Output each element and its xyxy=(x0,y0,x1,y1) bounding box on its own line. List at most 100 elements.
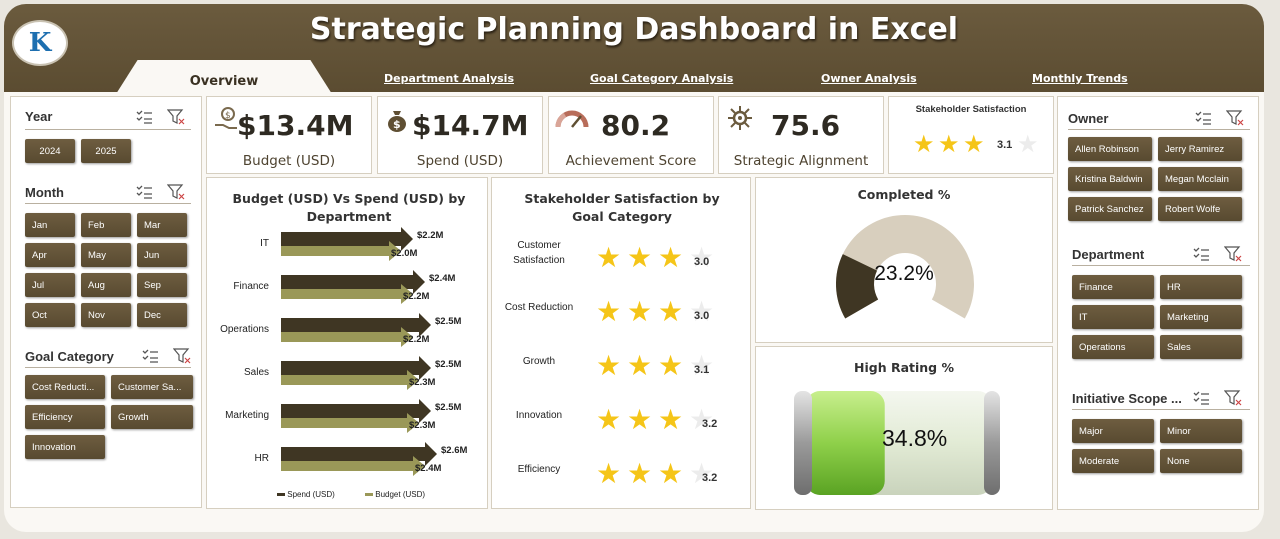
star-icon: ★ xyxy=(596,296,622,327)
data-label: $2.6M xyxy=(441,445,468,456)
tab-department-analysis[interactable]: Department Analysis xyxy=(384,72,514,85)
slicer-item-major[interactable]: Major xyxy=(1072,419,1154,443)
slicer-item-robert-wolfe[interactable]: Robert Wolfe xyxy=(1158,197,1242,221)
slicer-item-kristina-baldwin[interactable]: Kristina Baldwin xyxy=(1068,167,1152,191)
clear-filter-icon[interactable] xyxy=(1224,246,1242,262)
target-gear-icon xyxy=(728,106,752,130)
battery-fill xyxy=(806,391,885,495)
tab-overview[interactable]: Overview xyxy=(116,60,332,94)
star-icon: ★ xyxy=(658,296,684,327)
multi-select-icon[interactable] xyxy=(1192,390,1210,406)
spend-bar xyxy=(281,313,431,337)
year-slicer-title: Year xyxy=(25,109,53,124)
multi-select-icon[interactable] xyxy=(141,348,159,364)
chart-title: Stakeholder Satisfaction by Goal Categor… xyxy=(524,191,720,224)
slicer-item-innovation[interactable]: Innovation xyxy=(25,435,105,459)
slicer-item-customer-satisfaction[interactable]: Customer Sa... xyxy=(111,375,193,399)
legend-budget-label: Budget (USD) xyxy=(375,490,426,499)
slicer-item-jan[interactable]: Jan xyxy=(25,213,75,237)
tab-monthly-trends[interactable]: Monthly Trends xyxy=(1032,72,1128,85)
budget-bar xyxy=(281,370,419,390)
slicer-item-apr[interactable]: Apr xyxy=(25,243,75,267)
slicer-item-allen-robinson[interactable]: Allen Robinson xyxy=(1068,137,1152,161)
spend-bar xyxy=(281,227,413,251)
slicer-item-growth[interactable]: Growth xyxy=(111,405,193,429)
multi-select-icon[interactable] xyxy=(1194,110,1212,126)
clear-filter-icon[interactable] xyxy=(1224,390,1242,406)
budget-bar xyxy=(281,413,419,433)
star-icon: ★ xyxy=(596,458,622,489)
star-icon: ★ xyxy=(596,242,622,273)
slicer-item-sales[interactable]: Sales xyxy=(1160,335,1242,359)
multi-select-icon[interactable] xyxy=(135,184,153,200)
star-icon: ★ xyxy=(627,350,653,381)
chart-title: Completed % xyxy=(857,187,951,202)
kpi-spend-label: Spend (USD) xyxy=(416,153,504,169)
slicer-item-dec[interactable]: Dec xyxy=(137,303,187,327)
money-bag-hand-icon: $ xyxy=(215,107,237,129)
data-label: $2.5M xyxy=(435,359,462,370)
kpi-card-achievement: 80.2 Achievement Score xyxy=(548,96,714,174)
dollar-bag-icon: $ xyxy=(388,111,406,132)
slicer-item-mar[interactable]: Mar xyxy=(137,213,187,237)
rating-value: 3.2 xyxy=(702,472,718,484)
slicer-item-operations[interactable]: Operations xyxy=(1072,335,1154,359)
slicer-item-oct[interactable]: Oct xyxy=(25,303,75,327)
slicer-item-feb[interactable]: Feb xyxy=(81,213,131,237)
completed-percent-value: 23.2% xyxy=(874,262,934,285)
slicer-item-cost-reduction[interactable]: Cost Reducti... xyxy=(25,375,105,399)
spend-bar xyxy=(281,442,437,466)
slicer-item-2025[interactable]: 2025 xyxy=(81,139,131,163)
data-label: $2.5M xyxy=(435,316,462,327)
left-slicer-panel: Year 2024 2025 Month Jan Feb Mar Apr May Jun J… xyxy=(10,96,202,508)
star-icon: ★ xyxy=(658,458,684,489)
clear-filter-icon[interactable] xyxy=(173,348,191,364)
multi-select-icon[interactable] xyxy=(1192,246,1210,262)
star-icon: ★ xyxy=(627,404,653,435)
category-label: IT xyxy=(260,238,269,249)
slicer-item-may[interactable]: May xyxy=(81,243,131,267)
category-label: Marketing xyxy=(225,410,269,421)
slicer-item-none[interactable]: None xyxy=(1160,449,1242,473)
multi-select-icon[interactable] xyxy=(135,109,153,125)
slicer-item-efficiency[interactable]: Efficiency xyxy=(25,405,105,429)
kpi-card-satisfaction: Stakeholder Satisfaction ★ ★ ★ 3.1 ★ xyxy=(888,96,1054,174)
data-label: $2.3M xyxy=(409,420,436,431)
slicer-item-aug[interactable]: Aug xyxy=(81,273,131,297)
kpi-alignment-label: Strategic Alignment xyxy=(733,153,869,169)
slicer-item-nov[interactable]: Nov xyxy=(81,303,131,327)
slicer-divider xyxy=(25,129,191,130)
data-label: $2.4M xyxy=(415,463,442,474)
company-logo: K xyxy=(12,20,68,66)
slicer-item-jerry-ramirez[interactable]: Jerry Ramirez xyxy=(1158,137,1242,161)
slicer-item-hr[interactable]: HR xyxy=(1160,275,1242,299)
star-empty-icon: ★ xyxy=(689,458,715,489)
battery-right-cap xyxy=(984,391,1000,495)
legend-spend: Spend (USD) xyxy=(277,490,335,499)
category-label: Customer Satisfaction xyxy=(513,240,565,266)
slicer-item-moderate[interactable]: Moderate xyxy=(1072,449,1154,473)
data-label: $2.2M xyxy=(403,291,430,302)
slicer-divider xyxy=(1068,129,1250,130)
rating-value: 3.0 xyxy=(694,310,710,322)
slicer-item-megan-mcclain[interactable]: Megan Mcclain xyxy=(1158,167,1242,191)
completed-percent-chart: Completed % 23.2% xyxy=(755,177,1053,343)
chart-title: High Rating % xyxy=(854,360,954,375)
slicer-item-minor[interactable]: Minor xyxy=(1160,419,1242,443)
kpi-card-budget: $ $13.4M Budget (USD) xyxy=(206,96,372,174)
clear-filter-icon[interactable] xyxy=(1226,110,1244,126)
slicer-item-sep[interactable]: Sep xyxy=(137,273,187,297)
tab-owner-analysis[interactable]: Owner Analysis xyxy=(821,72,917,85)
slicer-item-finance[interactable]: Finance xyxy=(1072,275,1154,299)
slicer-item-marketing[interactable]: Marketing xyxy=(1160,305,1242,329)
slicer-item-it[interactable]: IT xyxy=(1072,305,1154,329)
slicer-item-jun[interactable]: Jun xyxy=(137,243,187,267)
slicer-item-2024[interactable]: 2024 xyxy=(25,139,75,163)
star-icon: ★ xyxy=(627,296,653,327)
clear-filter-icon[interactable] xyxy=(167,109,185,125)
category-label: HR xyxy=(254,453,269,464)
clear-filter-icon[interactable] xyxy=(167,184,185,200)
tab-goal-category-analysis[interactable]: Goal Category Analysis xyxy=(590,72,734,85)
slicer-item-jul[interactable]: Jul xyxy=(25,273,75,297)
slicer-item-patrick-sanchez[interactable]: Patrick Sanchez xyxy=(1068,197,1152,221)
